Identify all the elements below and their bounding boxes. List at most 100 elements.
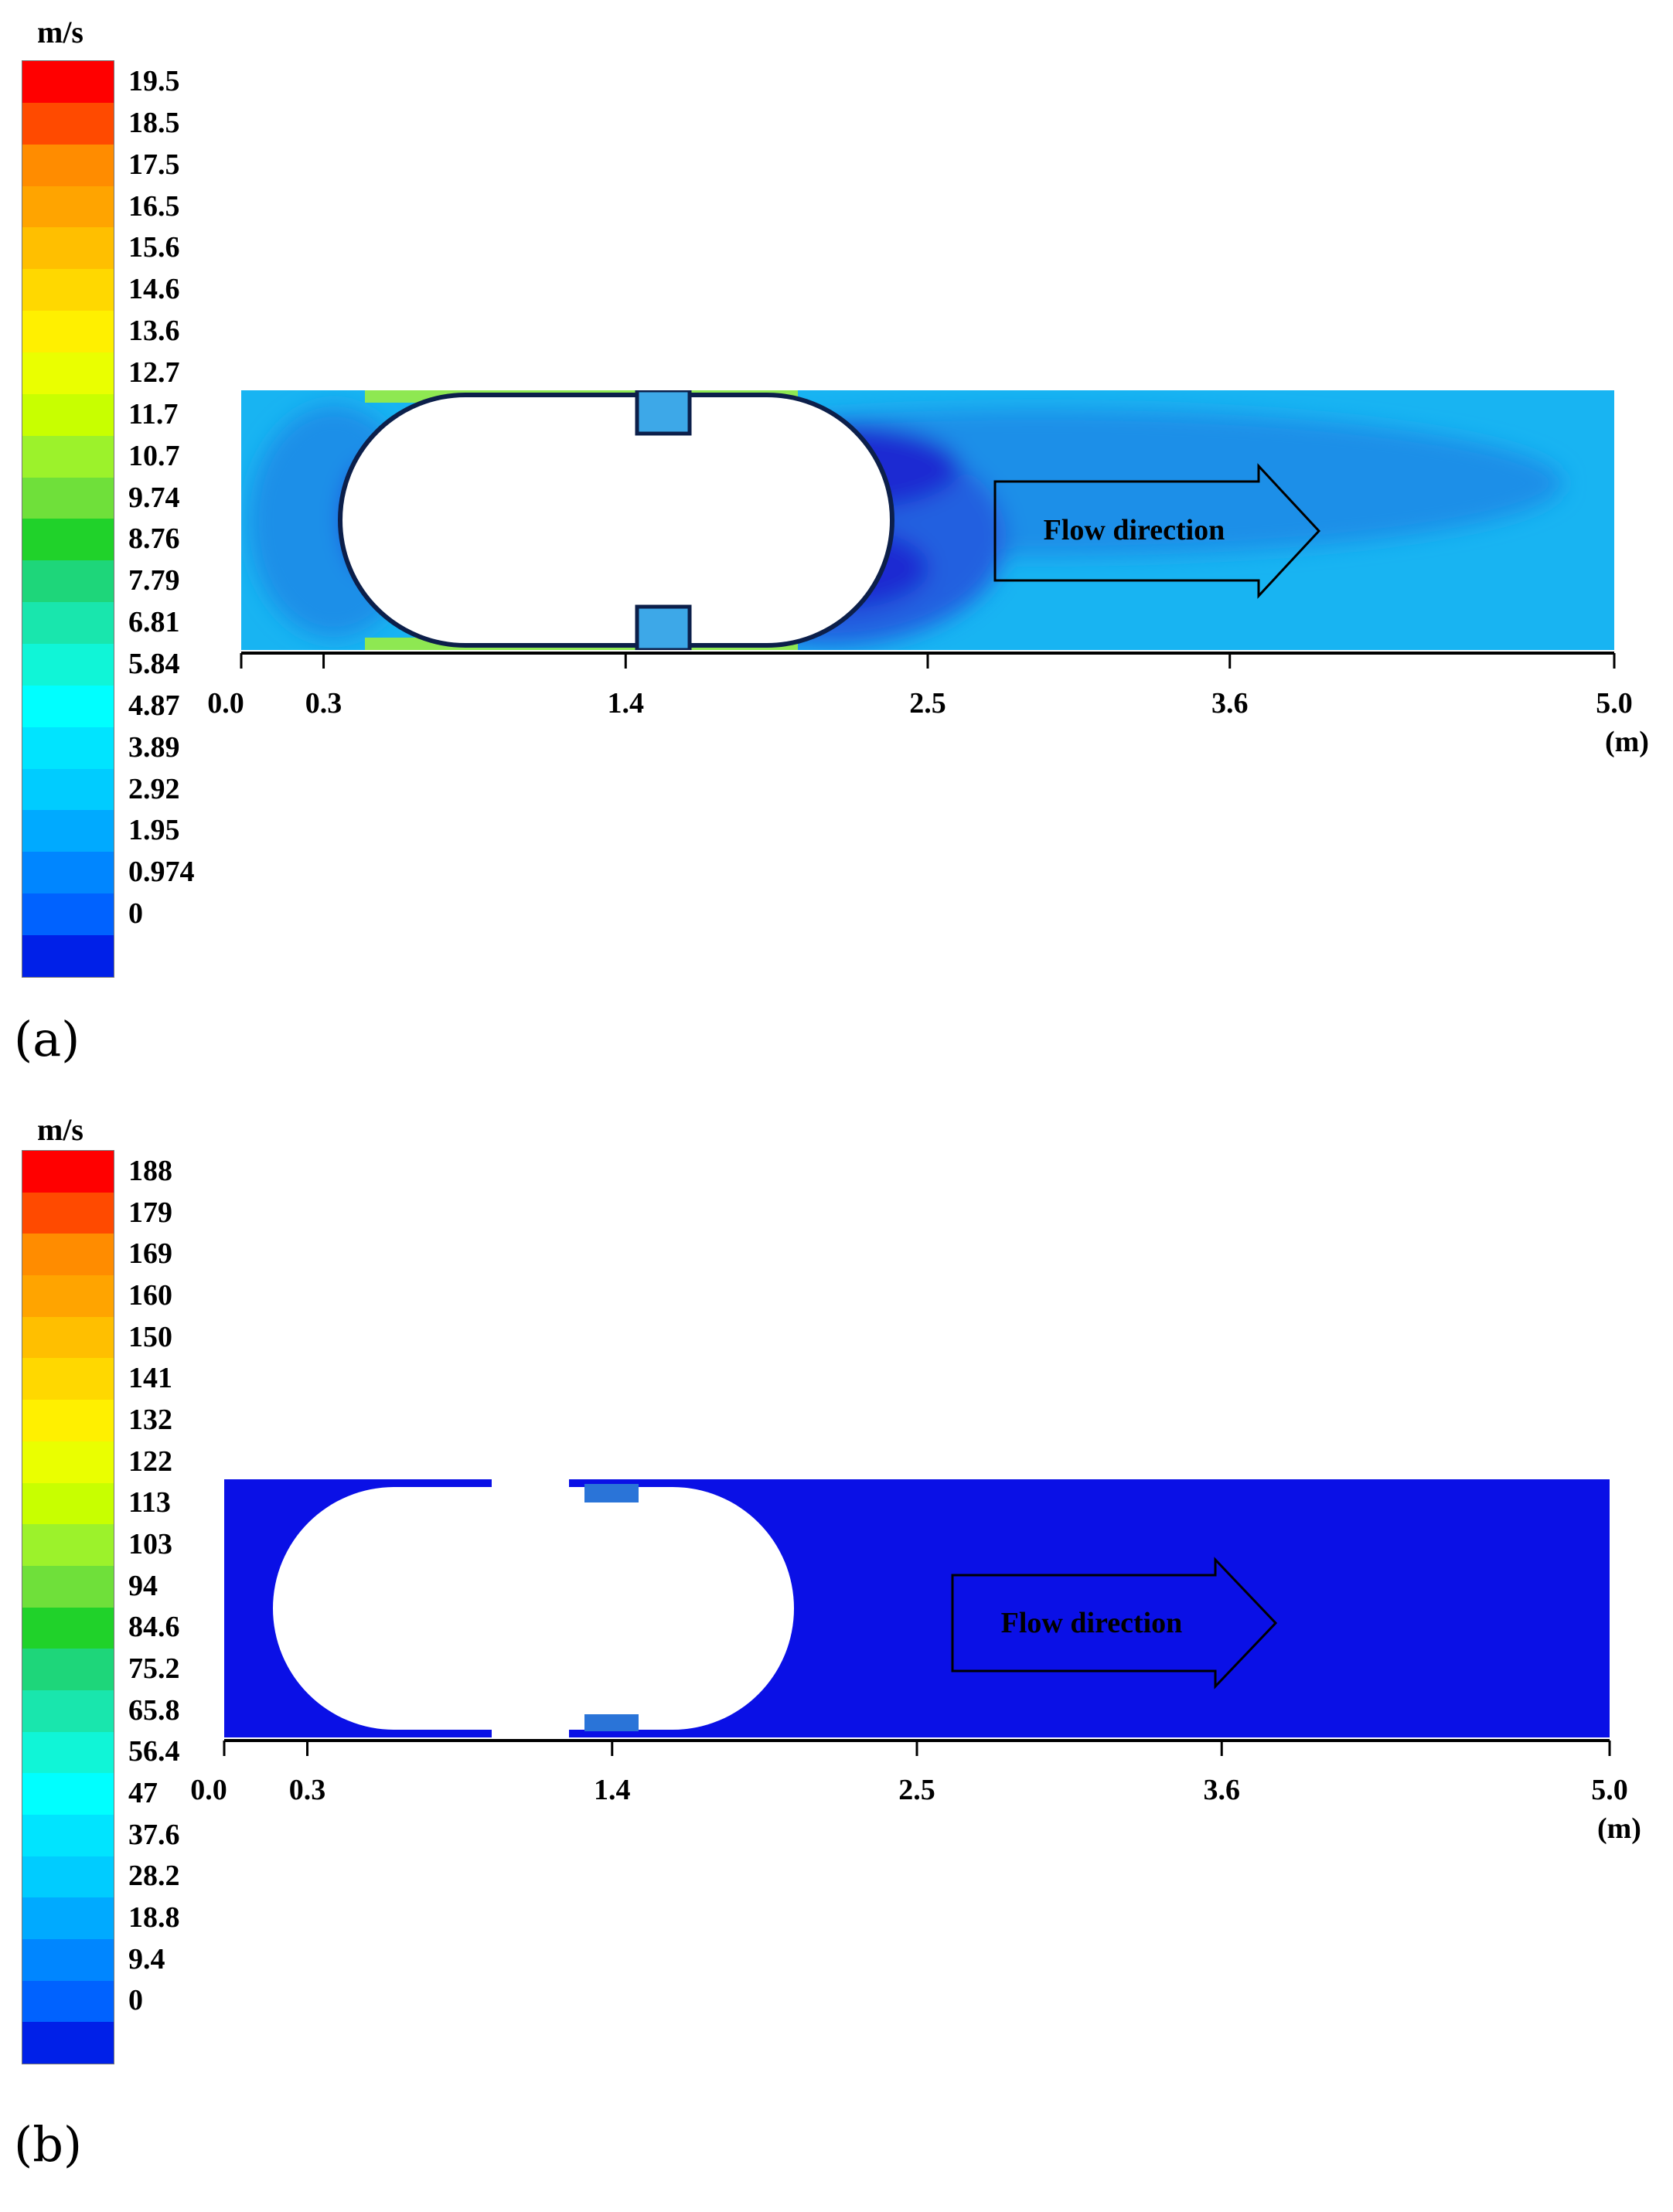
legend-swatch: [22, 1151, 114, 1193]
legend-swatch: [22, 1482, 114, 1525]
x-axis-tick-label: 0.0: [190, 1774, 227, 1806]
legend-value-label: 18.5: [128, 106, 180, 139]
legend-value-label: 7.79: [128, 564, 180, 597]
legend-value-label: 150: [128, 1320, 172, 1353]
legend-swatch: [22, 1607, 114, 1649]
legend-value-label: 13.6: [128, 315, 180, 348]
legend-value-label: 6.81: [128, 606, 180, 639]
gap-top: [635, 390, 692, 436]
legend-value-label: 0.974: [128, 856, 195, 889]
legend-swatch: [22, 1565, 114, 1608]
legend-value-label: 9.4: [128, 1942, 165, 1975]
legend-swatch: [22, 810, 114, 852]
panel-a: m/s 19.5 18.5 17.5 16.5 15.6 14.6 13.6 12.7 11.7…: [0, 0, 1673, 1097]
legend-swatch: [22, 1649, 114, 1690]
x-axis-tick-label: 2.5: [898, 1774, 935, 1806]
legend-value-label: 17.5: [128, 148, 180, 181]
panel-b: m/s 188 179 169 160 150 141 132 122 113 103 94 84.6…: [0, 1097, 1673, 2212]
low-velocity-spot-bottom: [584, 1714, 639, 1731]
legend-swatch: [22, 727, 114, 769]
legend-swatch: [22, 1441, 114, 1483]
gap-top: [492, 1479, 569, 1496]
x-axis-tick-label: 0.3: [288, 1774, 326, 1806]
legend-swatch: [22, 560, 114, 603]
gap-bottom: [635, 604, 692, 650]
legend-value-label: 132: [128, 1403, 172, 1436]
legend-value-label: 0: [128, 1984, 143, 2017]
flow-direction-arrow: [993, 463, 1321, 599]
legend-swatch: [22, 1690, 114, 1732]
capsule-body: [273, 1487, 794, 1730]
legend-swatch: [22, 644, 114, 686]
capsule-body: [338, 393, 894, 648]
legend-swatch: [22, 1897, 114, 1940]
x-axis: [223, 1739, 1611, 1756]
legend-swatch: [22, 227, 114, 270]
legend-swatch: [22, 935, 114, 977]
color-legend-bar: [22, 60, 114, 978]
legend-value-label: 113: [128, 1486, 171, 1519]
legend-swatch: [22, 2022, 114, 2064]
legend-swatch: [22, 685, 114, 727]
legend-swatch: [22, 393, 114, 436]
legend-value-label: 16.5: [128, 189, 180, 223]
velocity-field-plot: Flow direction: [224, 1479, 1610, 1737]
legend-unit-label: m/s: [37, 1112, 83, 1147]
legend-swatch: [22, 269, 114, 311]
legend-swatch: [22, 1524, 114, 1566]
legend-swatch: [22, 519, 114, 561]
legend-swatch: [22, 1939, 114, 1981]
x-axis-unit: (m): [1605, 726, 1649, 758]
legend-value-label: 160: [128, 1278, 172, 1312]
legend-value-label: 103: [128, 1527, 172, 1560]
x-axis-tick-label: 5.0: [1596, 687, 1633, 720]
legend-value-label: 75.2: [128, 1652, 180, 1686]
legend-value-label: 188: [128, 1154, 172, 1187]
gap-bottom: [492, 1720, 569, 1737]
legend-value-label: 141: [128, 1362, 172, 1395]
legend-value-label: 8.76: [128, 522, 180, 556]
legend-value-label: 5.84: [128, 648, 180, 681]
legend-value-label: 1.95: [128, 814, 180, 847]
legend-value-label: 18.8: [128, 1901, 180, 1935]
legend-value-label: 0: [128, 897, 143, 931]
legend-value-label: 47: [128, 1777, 158, 1810]
x-axis: [240, 652, 1616, 669]
legend-swatch: [22, 144, 114, 186]
legend-swatch: [22, 1316, 114, 1359]
velocity-field-plot: Flow direction: [241, 390, 1614, 650]
x-axis-tick-label: 1.4: [594, 1774, 631, 1806]
legend-swatch: [22, 1234, 114, 1276]
legend-swatch: [22, 435, 114, 478]
legend-value-label: 4.87: [128, 689, 180, 722]
low-velocity-spot-top: [584, 1484, 639, 1502]
legend-swatch: [22, 1358, 114, 1400]
legend-value-label: 56.4: [128, 1735, 180, 1768]
color-legend-bar: [22, 1150, 114, 2064]
legend-swatch: [22, 311, 114, 353]
legend-swatch: [22, 1773, 114, 1815]
legend-value-label: 37.6: [128, 1818, 180, 1851]
legend-swatch: [22, 602, 114, 645]
legend-value-label: 28.2: [128, 1860, 180, 1893]
legend-value-label: 179: [128, 1196, 172, 1229]
panel-label: (b): [14, 2116, 83, 2173]
legend-swatch: [22, 1856, 114, 1898]
legend-value-label: 10.7: [128, 439, 180, 472]
x-axis-tick-label: 0.0: [207, 687, 244, 720]
legend-value-label: 14.6: [128, 273, 180, 306]
legend-swatch: [22, 1815, 114, 1856]
flow-direction-arrow: [951, 1557, 1278, 1690]
x-axis-tick-label: 2.5: [909, 687, 946, 720]
legend-value-label: 9.74: [128, 481, 180, 514]
panel-label: (a): [14, 1011, 80, 1067]
legend-swatch: [22, 1731, 114, 1774]
legend-value-label: 3.89: [128, 730, 180, 764]
legend-value-label: 2.92: [128, 772, 180, 805]
legend-value-label: 15.6: [128, 231, 180, 264]
legend-swatch: [22, 1192, 114, 1234]
legend-swatch: [22, 61, 114, 103]
legend-value-label: 11.7: [128, 397, 179, 430]
legend-swatch: [22, 893, 114, 936]
legend-value-label: 94: [128, 1569, 158, 1602]
